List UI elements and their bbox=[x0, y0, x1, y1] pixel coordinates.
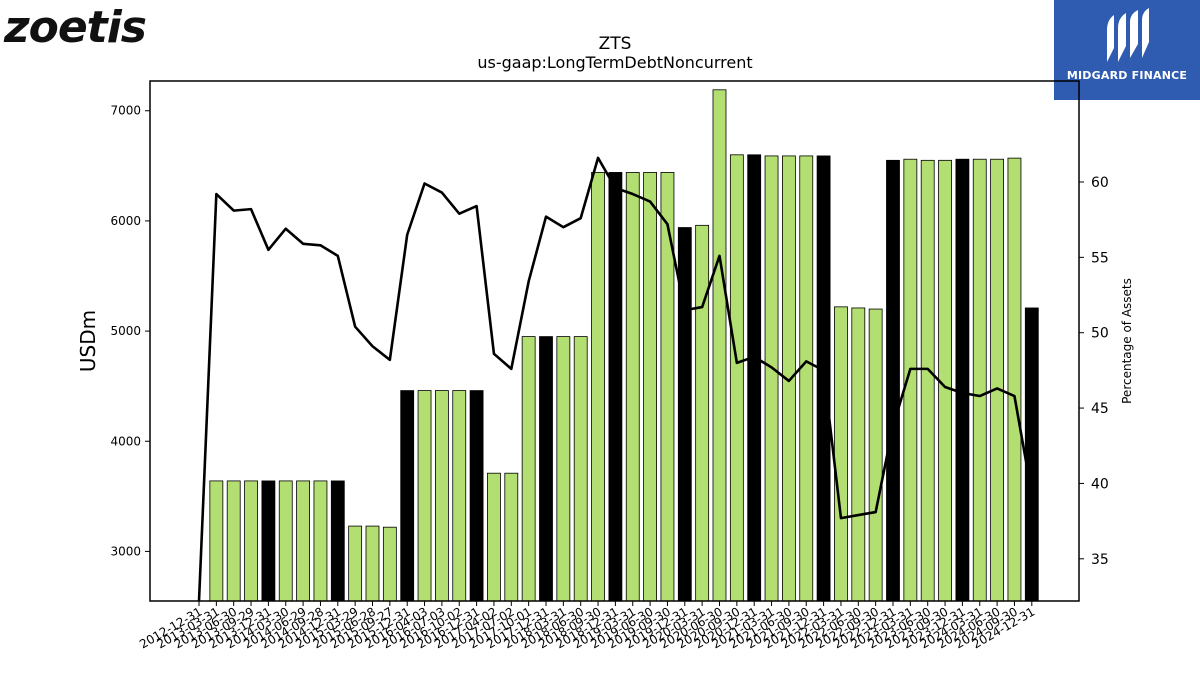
bar bbox=[729, 154, 744, 602]
line-group bbox=[197, 156, 1034, 602]
bar bbox=[1007, 157, 1022, 602]
y-tick-label: 7000 bbox=[110, 104, 141, 118]
chart-title: ZTS bbox=[599, 34, 632, 54]
bar bbox=[625, 172, 640, 602]
y-tick-label: 4000 bbox=[110, 434, 141, 448]
bar bbox=[747, 154, 762, 602]
y-axis-label: USDm bbox=[76, 310, 100, 372]
midgard-finance-logo: MIDGARD FINANCE bbox=[1054, 0, 1200, 100]
bar bbox=[834, 306, 848, 602]
bar bbox=[226, 480, 241, 602]
chart-subtitle: us-gaap:LongTermDebtNoncurrent bbox=[477, 53, 752, 72]
bar bbox=[365, 525, 380, 602]
plot-frame bbox=[149, 80, 1080, 602]
bar bbox=[972, 158, 987, 602]
bar bbox=[469, 390, 484, 602]
bar bbox=[868, 308, 883, 602]
line-series bbox=[197, 156, 1034, 602]
bar bbox=[382, 526, 397, 602]
bar bbox=[313, 480, 328, 602]
midgard-emblem-icon bbox=[1107, 8, 1149, 62]
bar bbox=[799, 155, 814, 602]
bar bbox=[487, 472, 501, 602]
bar bbox=[851, 307, 866, 602]
bar bbox=[695, 224, 710, 602]
bar bbox=[348, 525, 363, 602]
bar bbox=[1024, 307, 1039, 602]
bar bbox=[608, 172, 623, 602]
bar bbox=[660, 172, 675, 602]
y2-tick-label: 55 bbox=[1091, 250, 1109, 266]
bar bbox=[990, 158, 1004, 602]
bar bbox=[920, 159, 935, 602]
bar bbox=[573, 336, 588, 602]
bar bbox=[330, 480, 345, 602]
bar bbox=[434, 390, 449, 602]
bar bbox=[417, 390, 432, 602]
bar bbox=[764, 155, 779, 602]
bar bbox=[244, 480, 258, 602]
y2-axis-label: Percentage of Assets bbox=[1120, 278, 1134, 404]
bar bbox=[712, 89, 727, 602]
y-tick-label: 6000 bbox=[110, 214, 141, 228]
bar bbox=[521, 336, 536, 602]
axes-group: 300040005000600070003540455055602012-12-… bbox=[110, 104, 1108, 652]
y2-tick-label: 45 bbox=[1091, 401, 1109, 417]
bar bbox=[261, 480, 276, 602]
bar bbox=[278, 480, 293, 602]
y2-tick-label: 50 bbox=[1091, 326, 1109, 342]
bar bbox=[539, 336, 553, 602]
y-tick-label: 5000 bbox=[110, 324, 141, 338]
bar bbox=[886, 159, 900, 602]
bar bbox=[452, 390, 467, 602]
bar bbox=[591, 172, 605, 602]
midgard-finance-wordmark: MIDGARD FINANCE bbox=[1066, 69, 1188, 82]
bar bbox=[643, 172, 657, 602]
y2-tick-label: 40 bbox=[1091, 476, 1109, 492]
y2-tick-label: 60 bbox=[1091, 175, 1109, 191]
bar bbox=[296, 480, 311, 602]
bar bbox=[400, 390, 415, 602]
bar bbox=[209, 480, 224, 602]
bars-group bbox=[209, 89, 1039, 602]
y2-tick-label: 35 bbox=[1091, 552, 1109, 568]
bar bbox=[556, 336, 571, 602]
y-tick-label: 3000 bbox=[110, 544, 141, 558]
zoetis-logo: zoetis bbox=[4, 2, 147, 53]
bar bbox=[504, 472, 519, 602]
bar bbox=[955, 158, 970, 602]
